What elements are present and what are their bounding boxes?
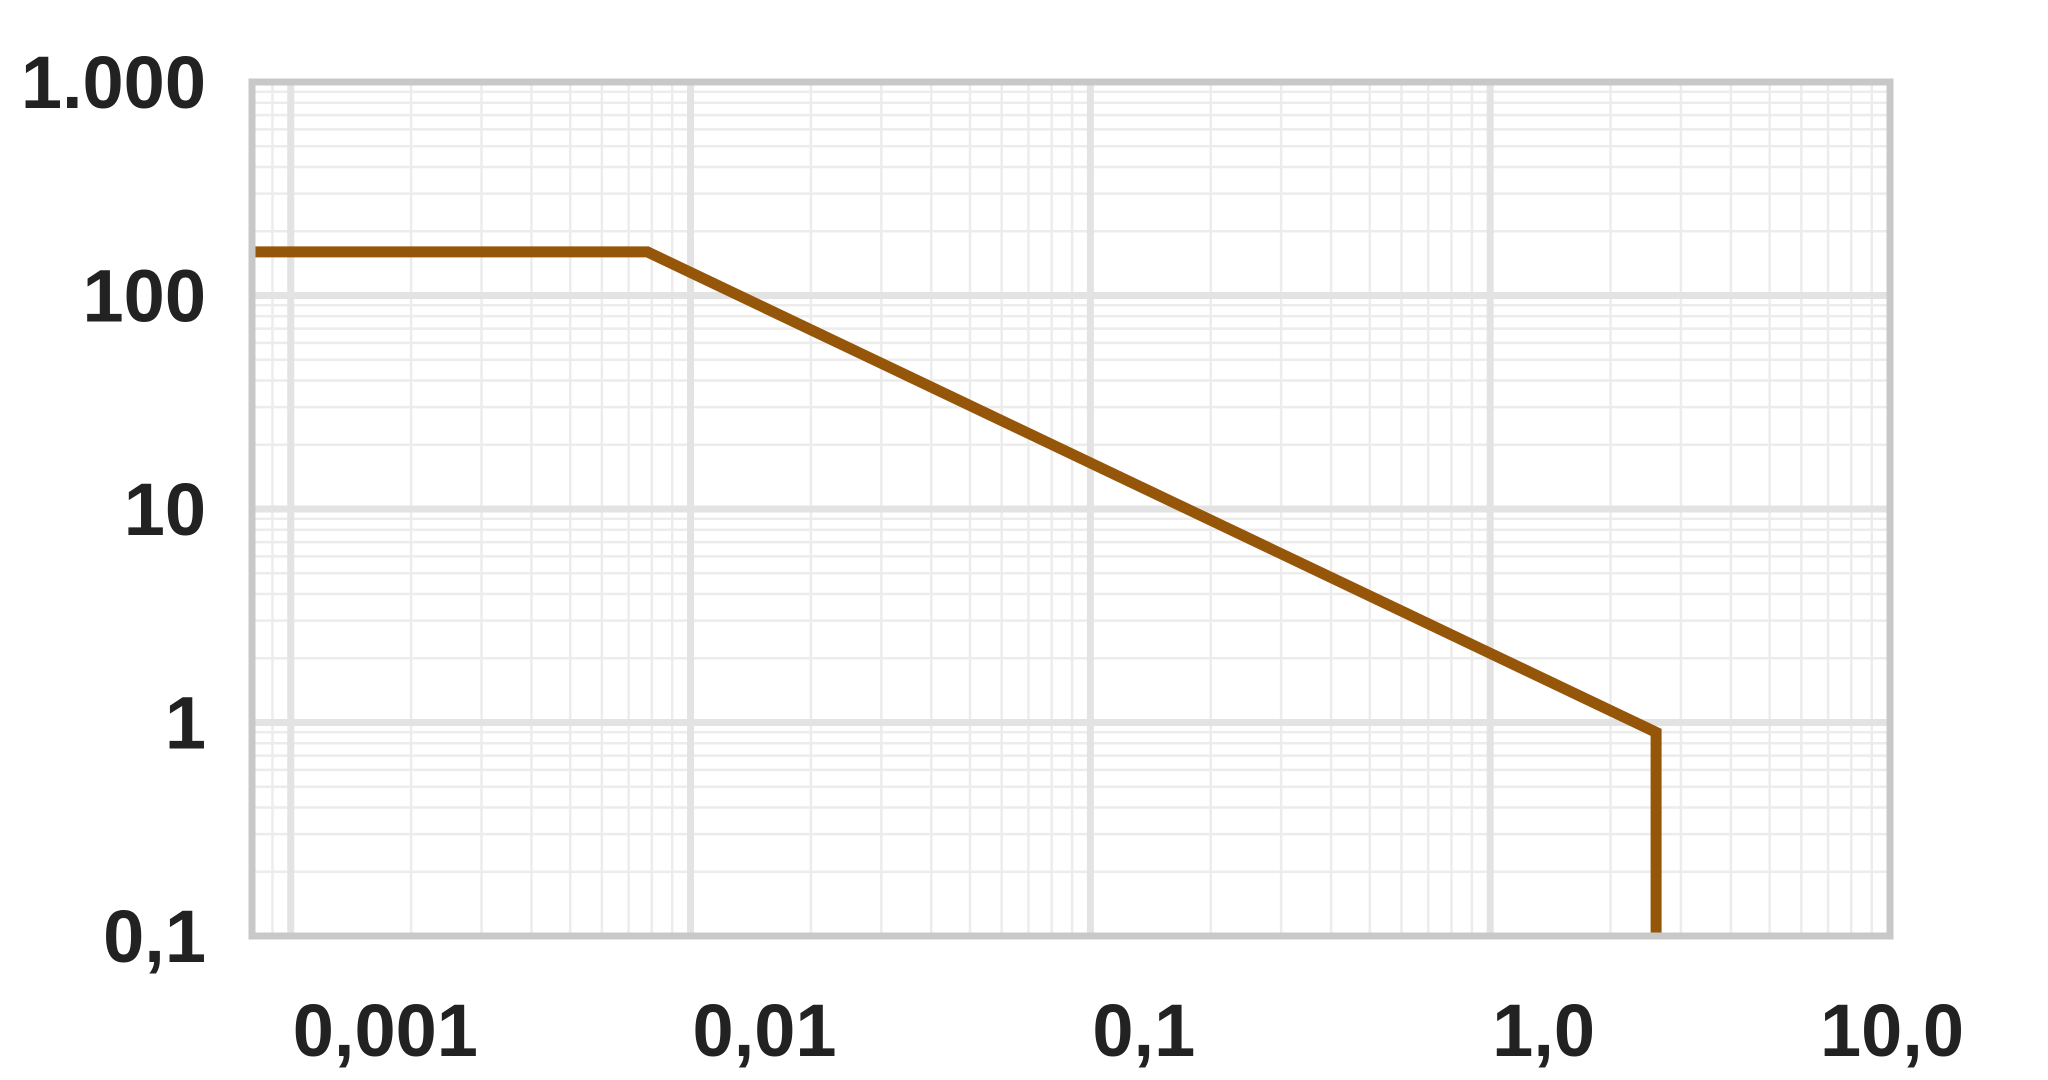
x-tick-labels: 0,001 0,01 0,1 1,0 10,0 [293,989,1964,1072]
y-tick-label: 0,1 [103,895,206,978]
y-tick-labels: 0,1 1 10 100 1.000 [21,41,206,978]
series-layer [252,246,1662,936]
y-tick-label: 100 [83,255,206,338]
y-tick-label: 1.000 [21,41,206,124]
x-tick-label: 0,01 [693,989,837,1072]
x-tick-label: 10,0 [1820,989,1964,1072]
plot-frame [248,78,1894,940]
y-tick-label: 1 [165,682,206,765]
series-line-0 [252,246,1662,936]
y-tick-label: 10 [124,468,206,551]
x-tick-label: 0,1 [1092,989,1195,1072]
x-tick-label: 1,0 [1492,989,1595,1072]
x-tick-label: 0,001 [293,989,478,1072]
